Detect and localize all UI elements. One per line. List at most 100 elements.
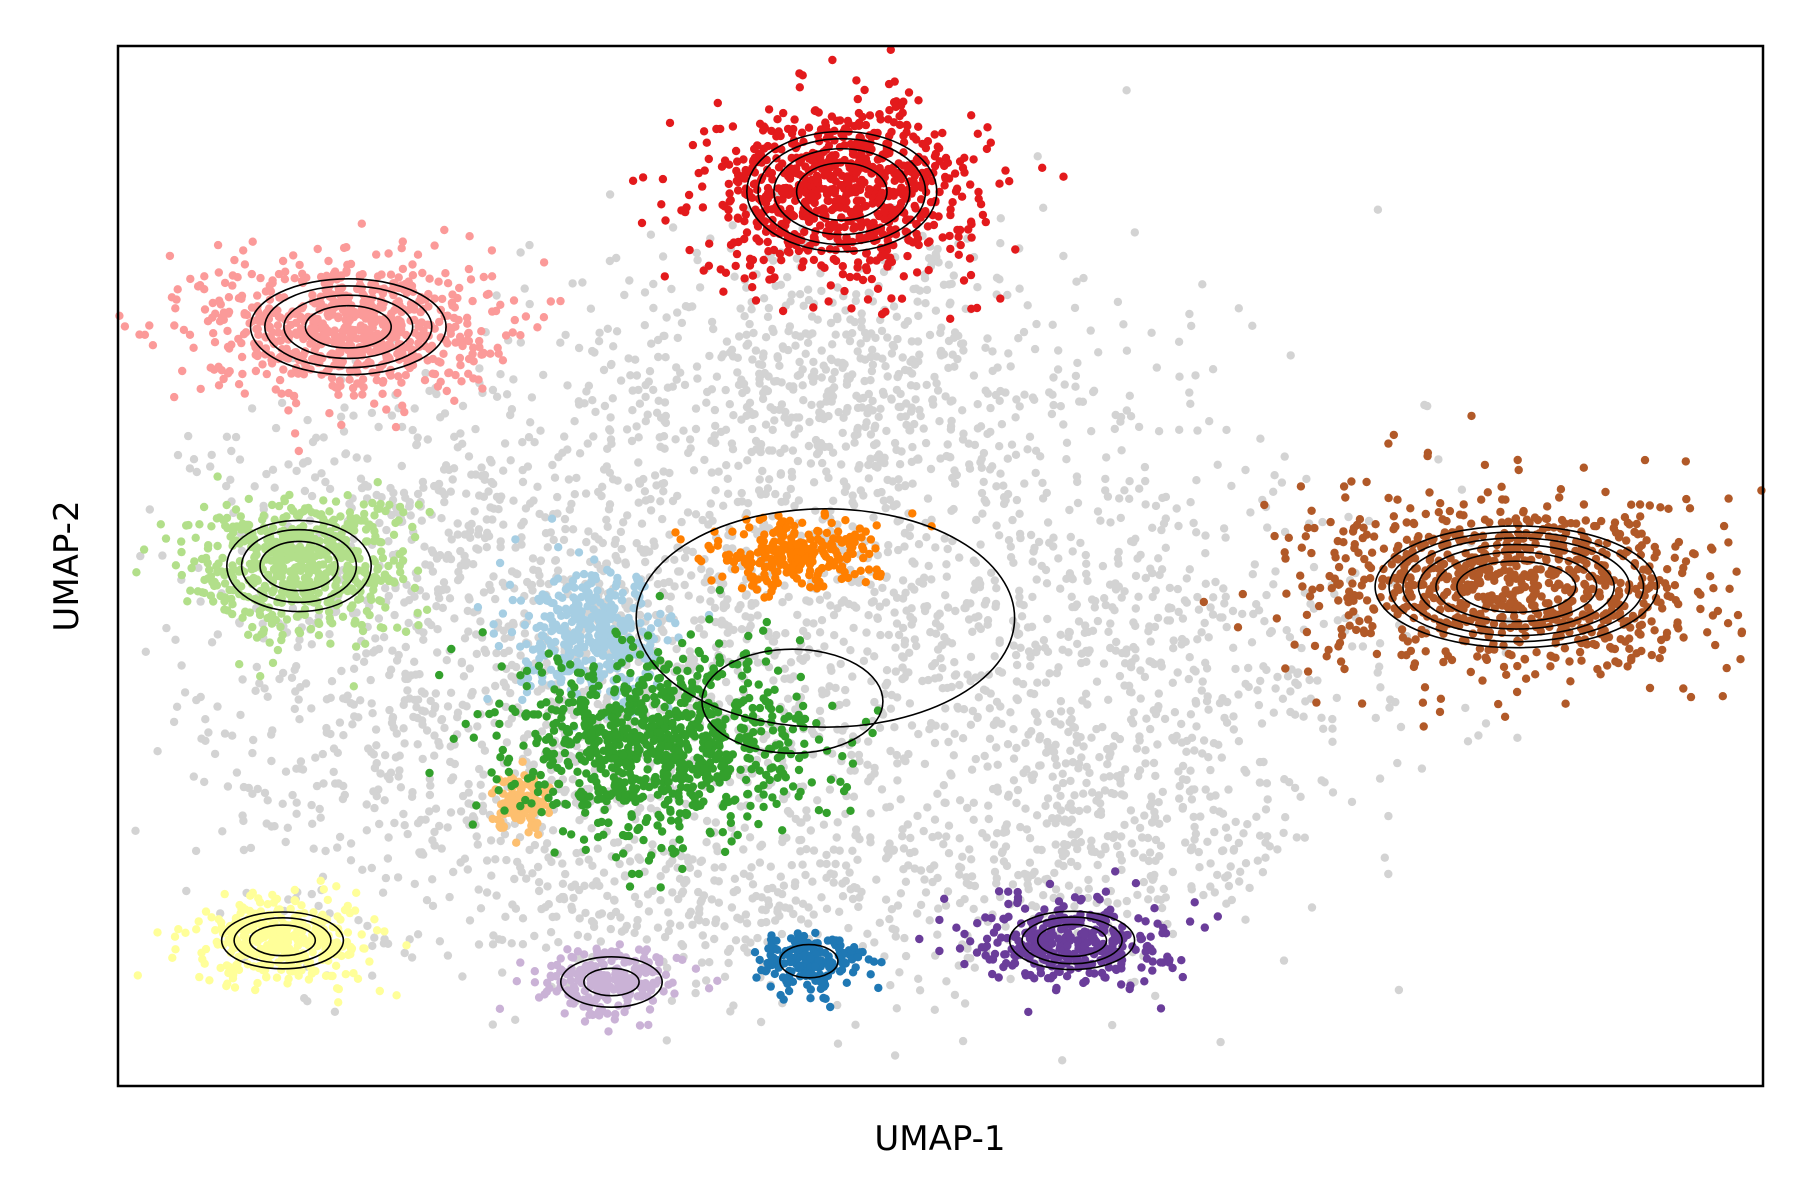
background-point <box>476 780 485 789</box>
background-point <box>949 751 958 760</box>
background-point <box>632 539 641 548</box>
background-point <box>791 814 800 824</box>
background-point <box>389 488 398 498</box>
background-point <box>896 795 905 804</box>
background-point <box>1317 776 1326 785</box>
background-point <box>761 333 771 342</box>
background-point <box>433 625 442 634</box>
background-point <box>399 724 408 733</box>
background-point <box>1129 537 1138 547</box>
background-point <box>1060 817 1069 826</box>
background-point <box>906 612 915 622</box>
background-point <box>1192 528 1201 537</box>
cluster-point <box>748 283 757 292</box>
background-point <box>548 826 558 835</box>
background-point <box>1293 669 1302 679</box>
background-point <box>739 845 748 854</box>
cluster-point <box>918 139 927 149</box>
background-point <box>883 547 893 557</box>
background-point <box>842 380 852 389</box>
background-point <box>567 882 576 892</box>
background-point <box>848 846 857 855</box>
background-point <box>680 580 689 590</box>
background-point <box>506 410 515 420</box>
background-point <box>786 297 795 306</box>
background-point <box>804 919 813 928</box>
background-point <box>801 870 810 880</box>
background-point <box>963 670 972 679</box>
cluster-point <box>841 204 851 213</box>
background-point <box>600 401 610 411</box>
background-point <box>753 933 762 943</box>
background-point <box>1140 672 1150 682</box>
background-point <box>248 748 257 758</box>
background-point <box>766 862 775 871</box>
background-point <box>1328 737 1337 746</box>
background-point <box>371 725 381 734</box>
background-point <box>1111 410 1120 420</box>
background-point <box>959 429 968 438</box>
background-point <box>1256 434 1265 443</box>
background-point <box>1008 880 1018 889</box>
background-point <box>898 353 907 362</box>
background-point <box>1073 861 1082 871</box>
background-point <box>997 848 1007 858</box>
background-point <box>785 382 794 391</box>
cluster-point <box>829 184 838 194</box>
background-point <box>536 556 546 565</box>
background-point <box>352 453 361 462</box>
background-point <box>1257 719 1267 728</box>
background-point <box>882 426 891 436</box>
background-point <box>1092 724 1101 734</box>
cluster-point <box>914 96 923 105</box>
background-point <box>763 484 773 493</box>
background-point <box>200 777 209 787</box>
background-point <box>542 720 551 729</box>
background-point <box>513 857 522 867</box>
cluster-point <box>721 268 731 277</box>
background-point <box>635 855 645 864</box>
background-point <box>835 907 844 916</box>
background-point <box>443 702 453 711</box>
background-point <box>621 558 630 567</box>
background-point <box>1149 758 1159 768</box>
cluster-point <box>719 287 728 296</box>
background-point <box>593 699 602 709</box>
background-point <box>1201 785 1210 794</box>
background-point <box>1191 371 1200 380</box>
background-point <box>1142 714 1151 723</box>
background-point <box>1054 346 1063 355</box>
background-point <box>650 541 659 550</box>
background-point <box>950 658 959 667</box>
background-point <box>936 654 945 663</box>
background-point <box>622 425 632 434</box>
background-point <box>431 702 440 711</box>
background-point <box>1050 754 1060 763</box>
background-point <box>1151 586 1160 595</box>
background-point <box>566 548 575 557</box>
background-point <box>1013 695 1022 705</box>
background-point <box>928 832 937 842</box>
background-point <box>1093 809 1103 819</box>
background-point <box>1066 799 1075 808</box>
background-point <box>141 647 150 656</box>
background-point <box>611 535 620 545</box>
background-point <box>1154 798 1163 807</box>
background-point <box>622 921 631 931</box>
background-point <box>1271 567 1280 576</box>
background-point <box>854 464 863 473</box>
background-point <box>804 295 814 305</box>
background-point <box>989 720 998 730</box>
background-point <box>1001 827 1011 836</box>
background-point <box>722 461 731 470</box>
background-point <box>841 442 851 451</box>
background-point <box>905 848 915 858</box>
background-point <box>421 815 430 824</box>
background-point <box>833 1039 843 1048</box>
background-point <box>575 816 584 825</box>
background-point <box>838 892 848 901</box>
background-point <box>602 515 611 524</box>
background-point <box>281 837 290 847</box>
background-point <box>1178 802 1188 812</box>
background-point <box>1148 523 1157 532</box>
